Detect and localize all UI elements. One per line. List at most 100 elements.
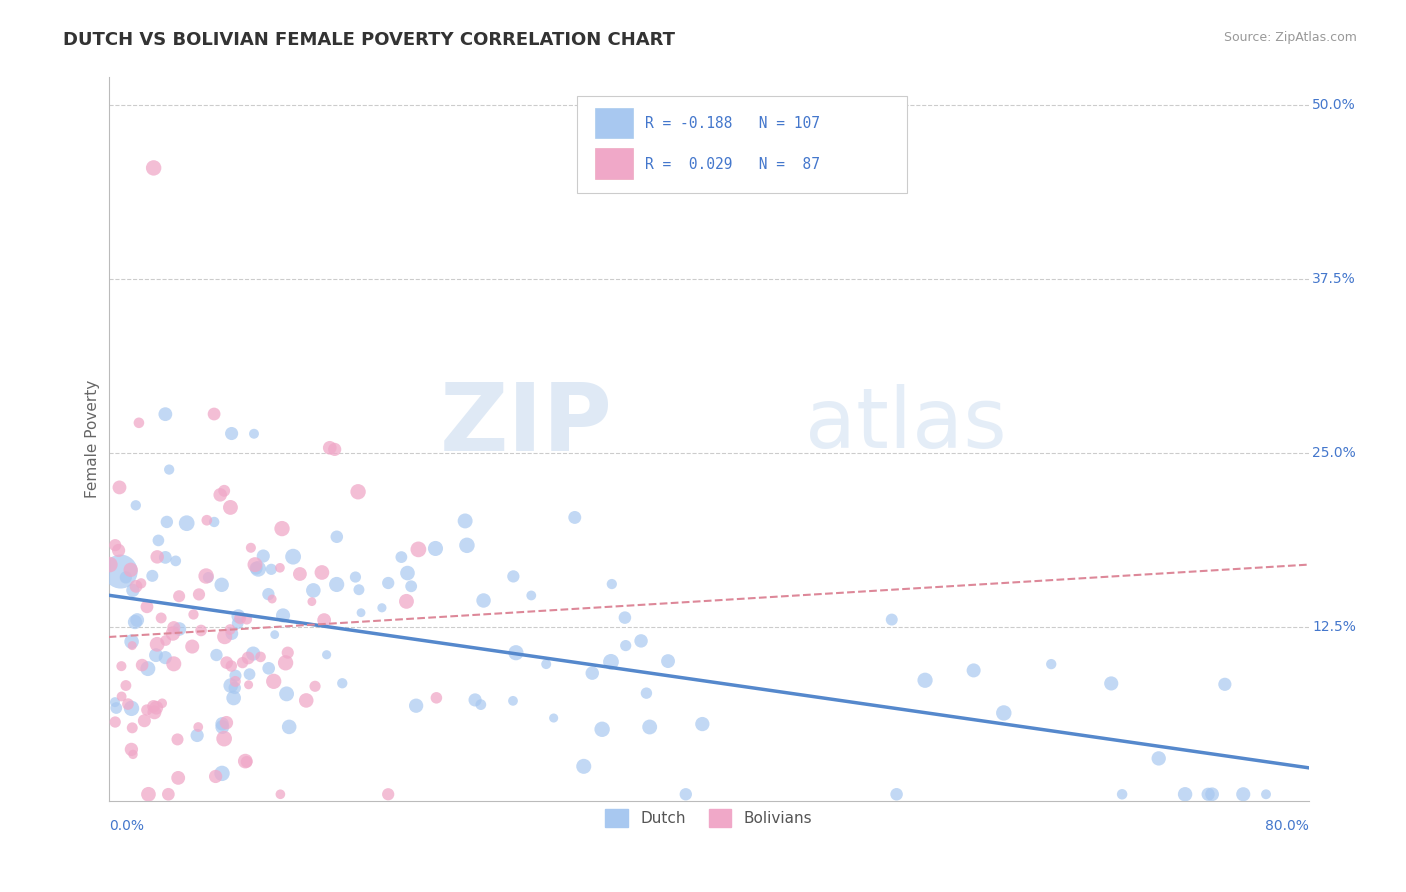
- Point: [243, 426, 266, 441]
- Point: [1197, 787, 1219, 801]
- Point: [219, 679, 242, 693]
- Point: [472, 593, 495, 607]
- Point: [1099, 676, 1122, 690]
- Point: [630, 633, 652, 648]
- Point: [166, 732, 188, 747]
- Point: [222, 691, 245, 706]
- Point: [236, 651, 259, 665]
- Point: [350, 606, 373, 620]
- Point: [221, 426, 243, 441]
- Point: [262, 592, 284, 607]
- Point: [591, 723, 613, 737]
- Point: [110, 690, 132, 704]
- Point: [520, 589, 543, 603]
- Point: [136, 662, 159, 676]
- Point: [278, 720, 301, 734]
- Point: [456, 538, 478, 552]
- Point: [252, 549, 274, 563]
- Point: [142, 161, 165, 175]
- Point: [1174, 787, 1197, 801]
- Point: [125, 579, 148, 593]
- Point: [219, 500, 242, 515]
- Point: [257, 661, 280, 675]
- Point: [115, 679, 138, 693]
- Point: [224, 681, 246, 695]
- Point: [962, 664, 984, 678]
- Point: [269, 787, 291, 801]
- Point: [105, 701, 128, 715]
- Point: [110, 565, 132, 579]
- Point: [211, 720, 233, 734]
- Text: DUTCH VS BOLIVIAN FEMALE POVERTY CORRELATION CHART: DUTCH VS BOLIVIAN FEMALE POVERTY CORRELA…: [63, 31, 675, 49]
- Point: [914, 673, 936, 688]
- Point: [135, 703, 157, 717]
- Point: [692, 717, 714, 731]
- Point: [505, 646, 527, 660]
- Point: [454, 514, 477, 528]
- Point: [221, 626, 243, 640]
- Point: [122, 583, 145, 598]
- Point: [129, 576, 152, 591]
- Point: [108, 480, 131, 494]
- Point: [371, 600, 394, 615]
- Point: [127, 613, 149, 627]
- Point: [176, 516, 198, 531]
- Point: [204, 769, 226, 783]
- Point: [325, 577, 347, 591]
- Text: Source: ZipAtlas.com: Source: ZipAtlas.com: [1223, 31, 1357, 45]
- Point: [600, 577, 623, 591]
- Text: 0.0%: 0.0%: [108, 820, 143, 833]
- Text: 25.0%: 25.0%: [1312, 446, 1355, 460]
- Point: [302, 583, 325, 598]
- Point: [98, 558, 121, 572]
- Point: [377, 787, 399, 801]
- Point: [120, 742, 142, 756]
- Point: [121, 639, 143, 653]
- Point: [257, 587, 280, 601]
- Point: [167, 589, 190, 603]
- Point: [121, 721, 143, 735]
- Point: [502, 569, 524, 583]
- Point: [238, 667, 260, 681]
- Point: [188, 587, 211, 601]
- Text: R =  0.029   N =  87: R = 0.029 N = 87: [645, 157, 820, 172]
- Point: [117, 697, 139, 711]
- Point: [614, 639, 637, 653]
- Point: [233, 754, 256, 768]
- Point: [271, 608, 294, 623]
- Point: [211, 578, 233, 592]
- Point: [425, 541, 447, 556]
- Text: 12.5%: 12.5%: [1312, 620, 1357, 634]
- Point: [186, 729, 208, 743]
- Text: R = -0.188   N = 107: R = -0.188 N = 107: [645, 116, 820, 131]
- Point: [1254, 787, 1277, 801]
- Point: [326, 530, 349, 544]
- Point: [148, 533, 170, 548]
- Point: [276, 687, 298, 701]
- Point: [304, 679, 326, 693]
- Point: [657, 654, 679, 668]
- FancyBboxPatch shape: [595, 148, 633, 178]
- Point: [165, 554, 187, 568]
- Point: [141, 569, 163, 583]
- Point: [195, 513, 218, 527]
- Point: [155, 550, 177, 565]
- Point: [212, 483, 235, 498]
- Point: [405, 698, 427, 713]
- Point: [229, 611, 252, 625]
- Point: [202, 515, 225, 529]
- Point: [205, 648, 228, 662]
- Point: [157, 787, 180, 801]
- FancyBboxPatch shape: [595, 108, 633, 138]
- Point: [209, 488, 232, 502]
- Point: [226, 616, 249, 631]
- Point: [347, 484, 370, 499]
- Point: [169, 622, 191, 636]
- Point: [143, 706, 166, 720]
- Point: [636, 686, 658, 700]
- Point: [104, 538, 127, 552]
- Point: [122, 747, 145, 762]
- Point: [245, 561, 267, 575]
- Point: [156, 515, 179, 529]
- Point: [131, 658, 153, 673]
